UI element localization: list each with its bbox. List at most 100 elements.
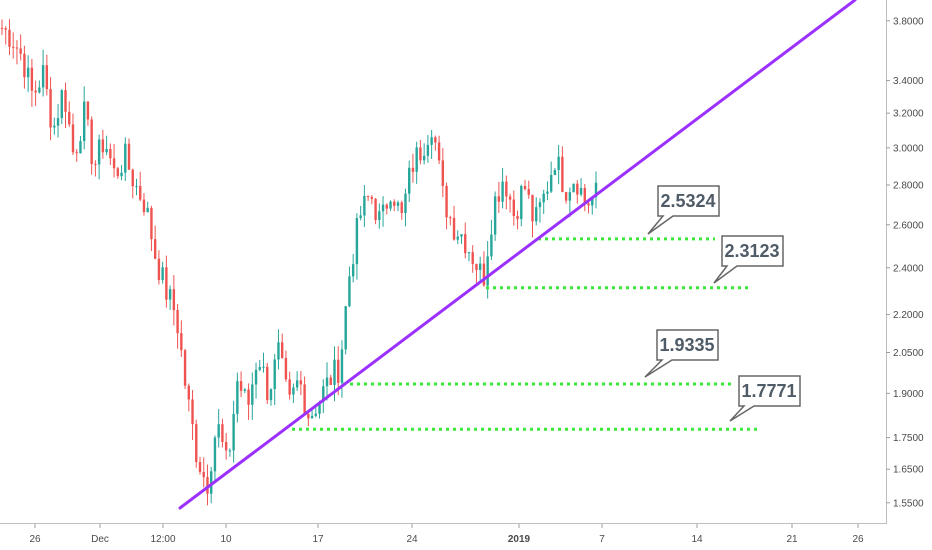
candle-body (72, 124, 74, 152)
candle-body (188, 386, 190, 400)
candle-body (356, 218, 358, 264)
candle-body (576, 184, 578, 195)
candle-body (173, 289, 175, 310)
candle-body (16, 47, 18, 48)
candle-body (554, 170, 556, 175)
candle-body (90, 119, 92, 163)
candle-body (23, 54, 25, 77)
candle-body (49, 89, 51, 127)
candle-body (132, 170, 134, 187)
y-tick-label: 2.2000 (893, 310, 924, 321)
candle-body (516, 216, 518, 219)
x-tick-label: 7 (599, 534, 605, 545)
candle-body (285, 358, 287, 379)
candle-body (393, 202, 395, 206)
candle-body (464, 234, 466, 253)
candle-body (412, 168, 414, 172)
candle-body (389, 202, 391, 209)
candle-body (146, 208, 148, 212)
y-tick-label: 3.8000 (893, 16, 924, 27)
candle-body (120, 173, 122, 176)
candle-body (359, 215, 361, 218)
candle-body (221, 424, 223, 442)
candle-body (307, 414, 309, 419)
price-callout-label: 1.9335 (659, 335, 714, 355)
candle-body (203, 472, 205, 477)
candle-body (176, 310, 178, 333)
candle-body (266, 367, 268, 400)
candle-body (442, 160, 444, 185)
candle-body (255, 370, 257, 385)
candle-body (135, 186, 137, 187)
x-tick-label: 17 (312, 534, 324, 545)
candle-body (326, 378, 328, 387)
price-callout-label: 1.7771 (741, 381, 796, 401)
candle-body (479, 264, 481, 270)
candle-body (513, 200, 515, 216)
x-tick-label: 26 (29, 534, 41, 545)
candle-body (296, 380, 298, 387)
y-tick-label: 2.8000 (893, 180, 924, 191)
candle-body (434, 137, 436, 142)
candle-body (139, 186, 141, 200)
candle-body (281, 342, 283, 358)
candle-body (546, 192, 548, 194)
candle-body (505, 182, 507, 197)
candle-body (117, 168, 119, 176)
price-callout-label: 2.5324 (660, 191, 715, 211)
candle-body (386, 205, 388, 209)
candle-body (315, 414, 317, 416)
candle-body (236, 381, 238, 414)
candle-body (572, 184, 574, 192)
y-tick-label: 1.7500 (893, 433, 924, 444)
candle-body (397, 202, 399, 205)
candle-body (262, 367, 264, 368)
candle-body (31, 68, 33, 91)
candle-body (404, 194, 406, 213)
candle-body (382, 205, 384, 212)
candle-body (76, 152, 78, 153)
x-tick-label: 10 (220, 534, 232, 545)
y-tick-label: 1.5500 (893, 498, 924, 509)
candle-body (352, 264, 354, 276)
candle-body (161, 267, 163, 280)
candle-body (270, 389, 272, 400)
y-tick-label: 3.4000 (893, 76, 924, 87)
y-tick-label: 2.0500 (893, 348, 924, 359)
x-tick-label: 21 (786, 534, 798, 545)
candle-body (472, 252, 474, 264)
x-tick-label: 2019 (508, 534, 531, 545)
candle-body (303, 384, 305, 413)
candle-body (475, 264, 477, 270)
candle-body (453, 218, 455, 240)
candle-body (330, 378, 332, 385)
candle-body (1, 28, 3, 29)
candle-body (87, 102, 89, 120)
candle-body (300, 380, 302, 384)
candle-body (494, 196, 496, 234)
y-tick-label: 1.9000 (893, 389, 924, 400)
candle-body (191, 399, 193, 424)
candle-body (12, 47, 14, 48)
candle-body (225, 442, 227, 450)
candle-body (61, 90, 63, 118)
candle-body (333, 360, 335, 385)
candle-body (68, 112, 70, 125)
candle-body (150, 208, 152, 239)
x-tick-label: Dec (91, 534, 109, 545)
candle-body (113, 158, 115, 168)
candle-body (415, 147, 417, 171)
y-tick-label: 2.6000 (893, 220, 924, 231)
candle-body (561, 157, 563, 192)
candle-body (460, 234, 462, 236)
candle-body (457, 237, 459, 240)
candle-body (232, 414, 234, 450)
y-tick-label: 3.2000 (893, 109, 924, 120)
candle-body (277, 342, 279, 359)
candle-body (490, 235, 492, 257)
candle-body (124, 144, 126, 173)
candle-body (535, 207, 537, 221)
candle-body (105, 149, 107, 152)
